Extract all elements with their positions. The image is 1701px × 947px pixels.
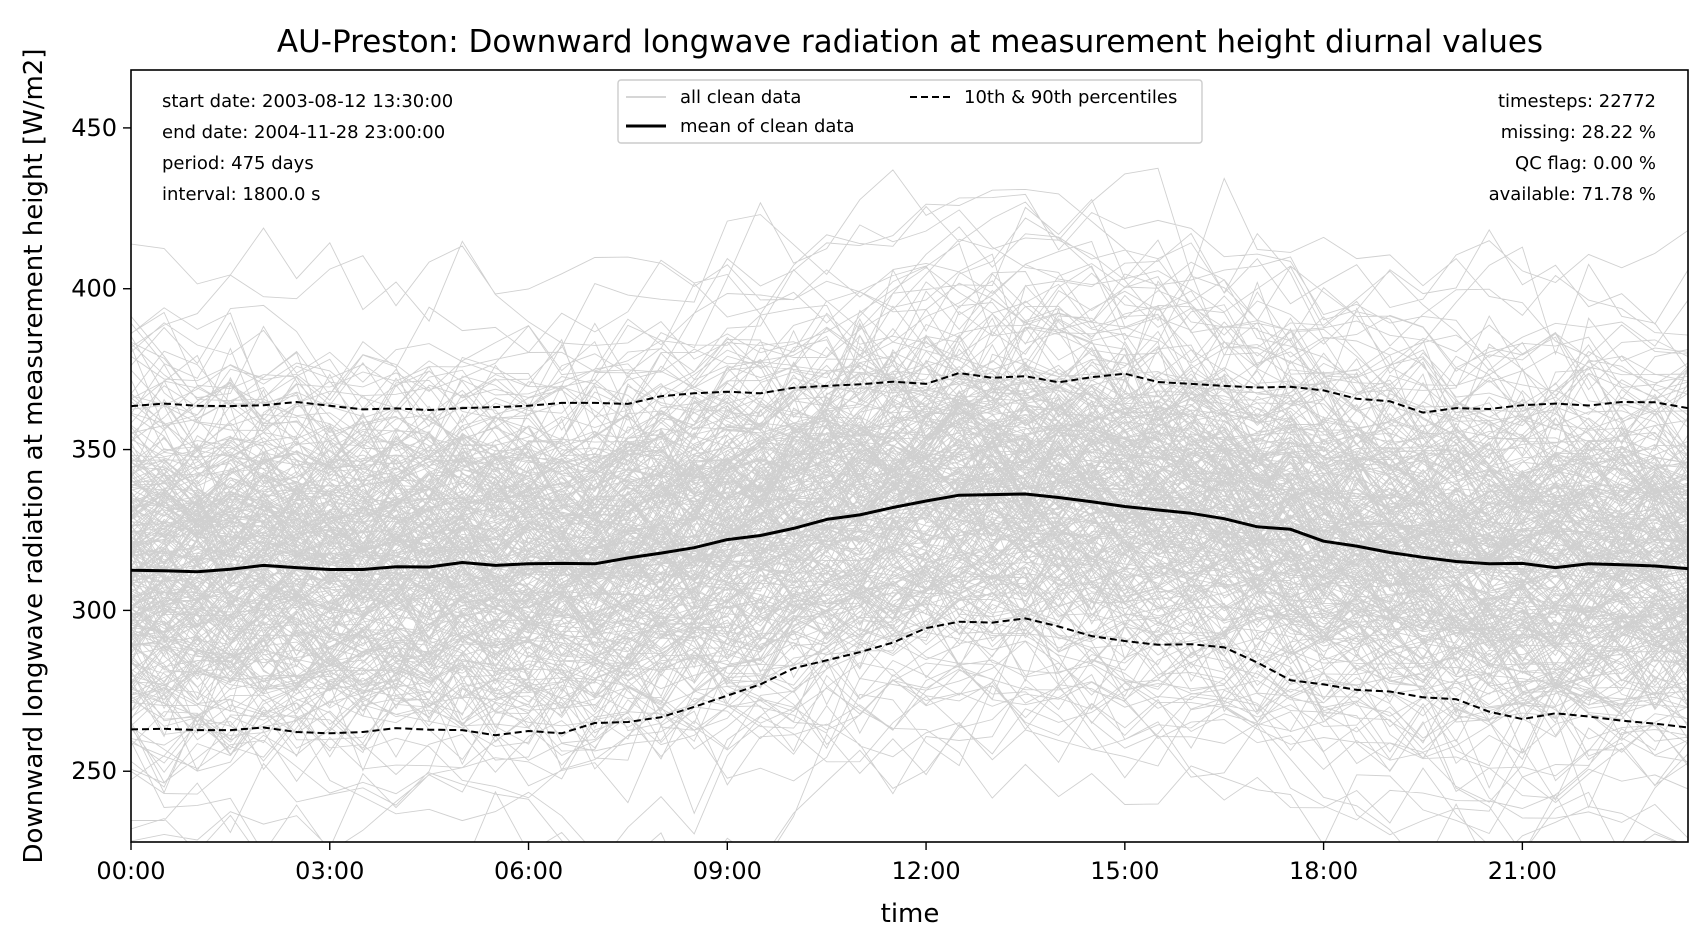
plot-frame [130,69,1689,843]
legend: all clean data mean of clean data 10th &… [617,79,1203,144]
info-end-date: end date: 2004-11-28 23:00:00 [162,122,445,143]
clean-data-traces [131,167,1688,842]
y-axis: 250 300 350 400 450 [71,114,131,785]
info-start-date: start date: 2003-08-12 13:30:00 [162,91,453,112]
y-tick-label: 450 [71,114,117,142]
summary-lines [131,372,1688,737]
x-tick-label: 03:00 [295,857,364,885]
x-tick-label: 12:00 [891,857,960,885]
info-interval: interval: 1800.0 s [162,184,321,205]
x-tick-label: 21:00 [1488,857,1557,885]
p10-line [131,617,1688,737]
y-tick-label: 250 [71,757,117,785]
chart-title: AU-Preston: Downward longwave radiation … [277,24,1543,60]
legend-box [617,79,1203,144]
x-tick-label: 15:00 [1090,857,1159,885]
y-tick-label: 350 [71,436,117,464]
x-axis-label: time [881,899,940,929]
info-right: timesteps: 22772 missing: 28.22 % QC fla… [1489,91,1656,205]
y-tick-label: 300 [71,596,117,624]
info-left: start date: 2003-08-12 13:30:00 end date… [162,91,453,205]
legend-label-clean: all clean data [680,87,801,108]
y-axis-label: Downward longwave radiation at measureme… [19,49,49,864]
x-axis: 00:00 03:00 06:00 09:00 12:00 15:00 18:00 21:00 [96,842,1557,885]
info-available: available: 71.78 % [1489,184,1656,205]
info-period: period: 475 days [162,153,314,174]
x-tick-label: 18:00 [1289,857,1358,885]
y-tick-label: 400 [71,275,117,303]
x-tick-label: 06:00 [494,857,563,885]
x-tick-label: 09:00 [693,857,762,885]
info-missing: missing: 28.22 % [1501,122,1656,143]
p90-line [131,372,1688,414]
mean-line [131,492,1688,574]
legend-label-mean: mean of clean data [680,116,855,137]
info-timesteps: timesteps: 22772 [1498,91,1656,112]
clean-data-lines [131,167,1688,842]
info-qc-flag: QC flag: 0.00 % [1515,153,1656,174]
x-tick-label: 00:00 [96,857,165,885]
legend-label-percentile: 10th & 90th percentiles [964,87,1177,108]
